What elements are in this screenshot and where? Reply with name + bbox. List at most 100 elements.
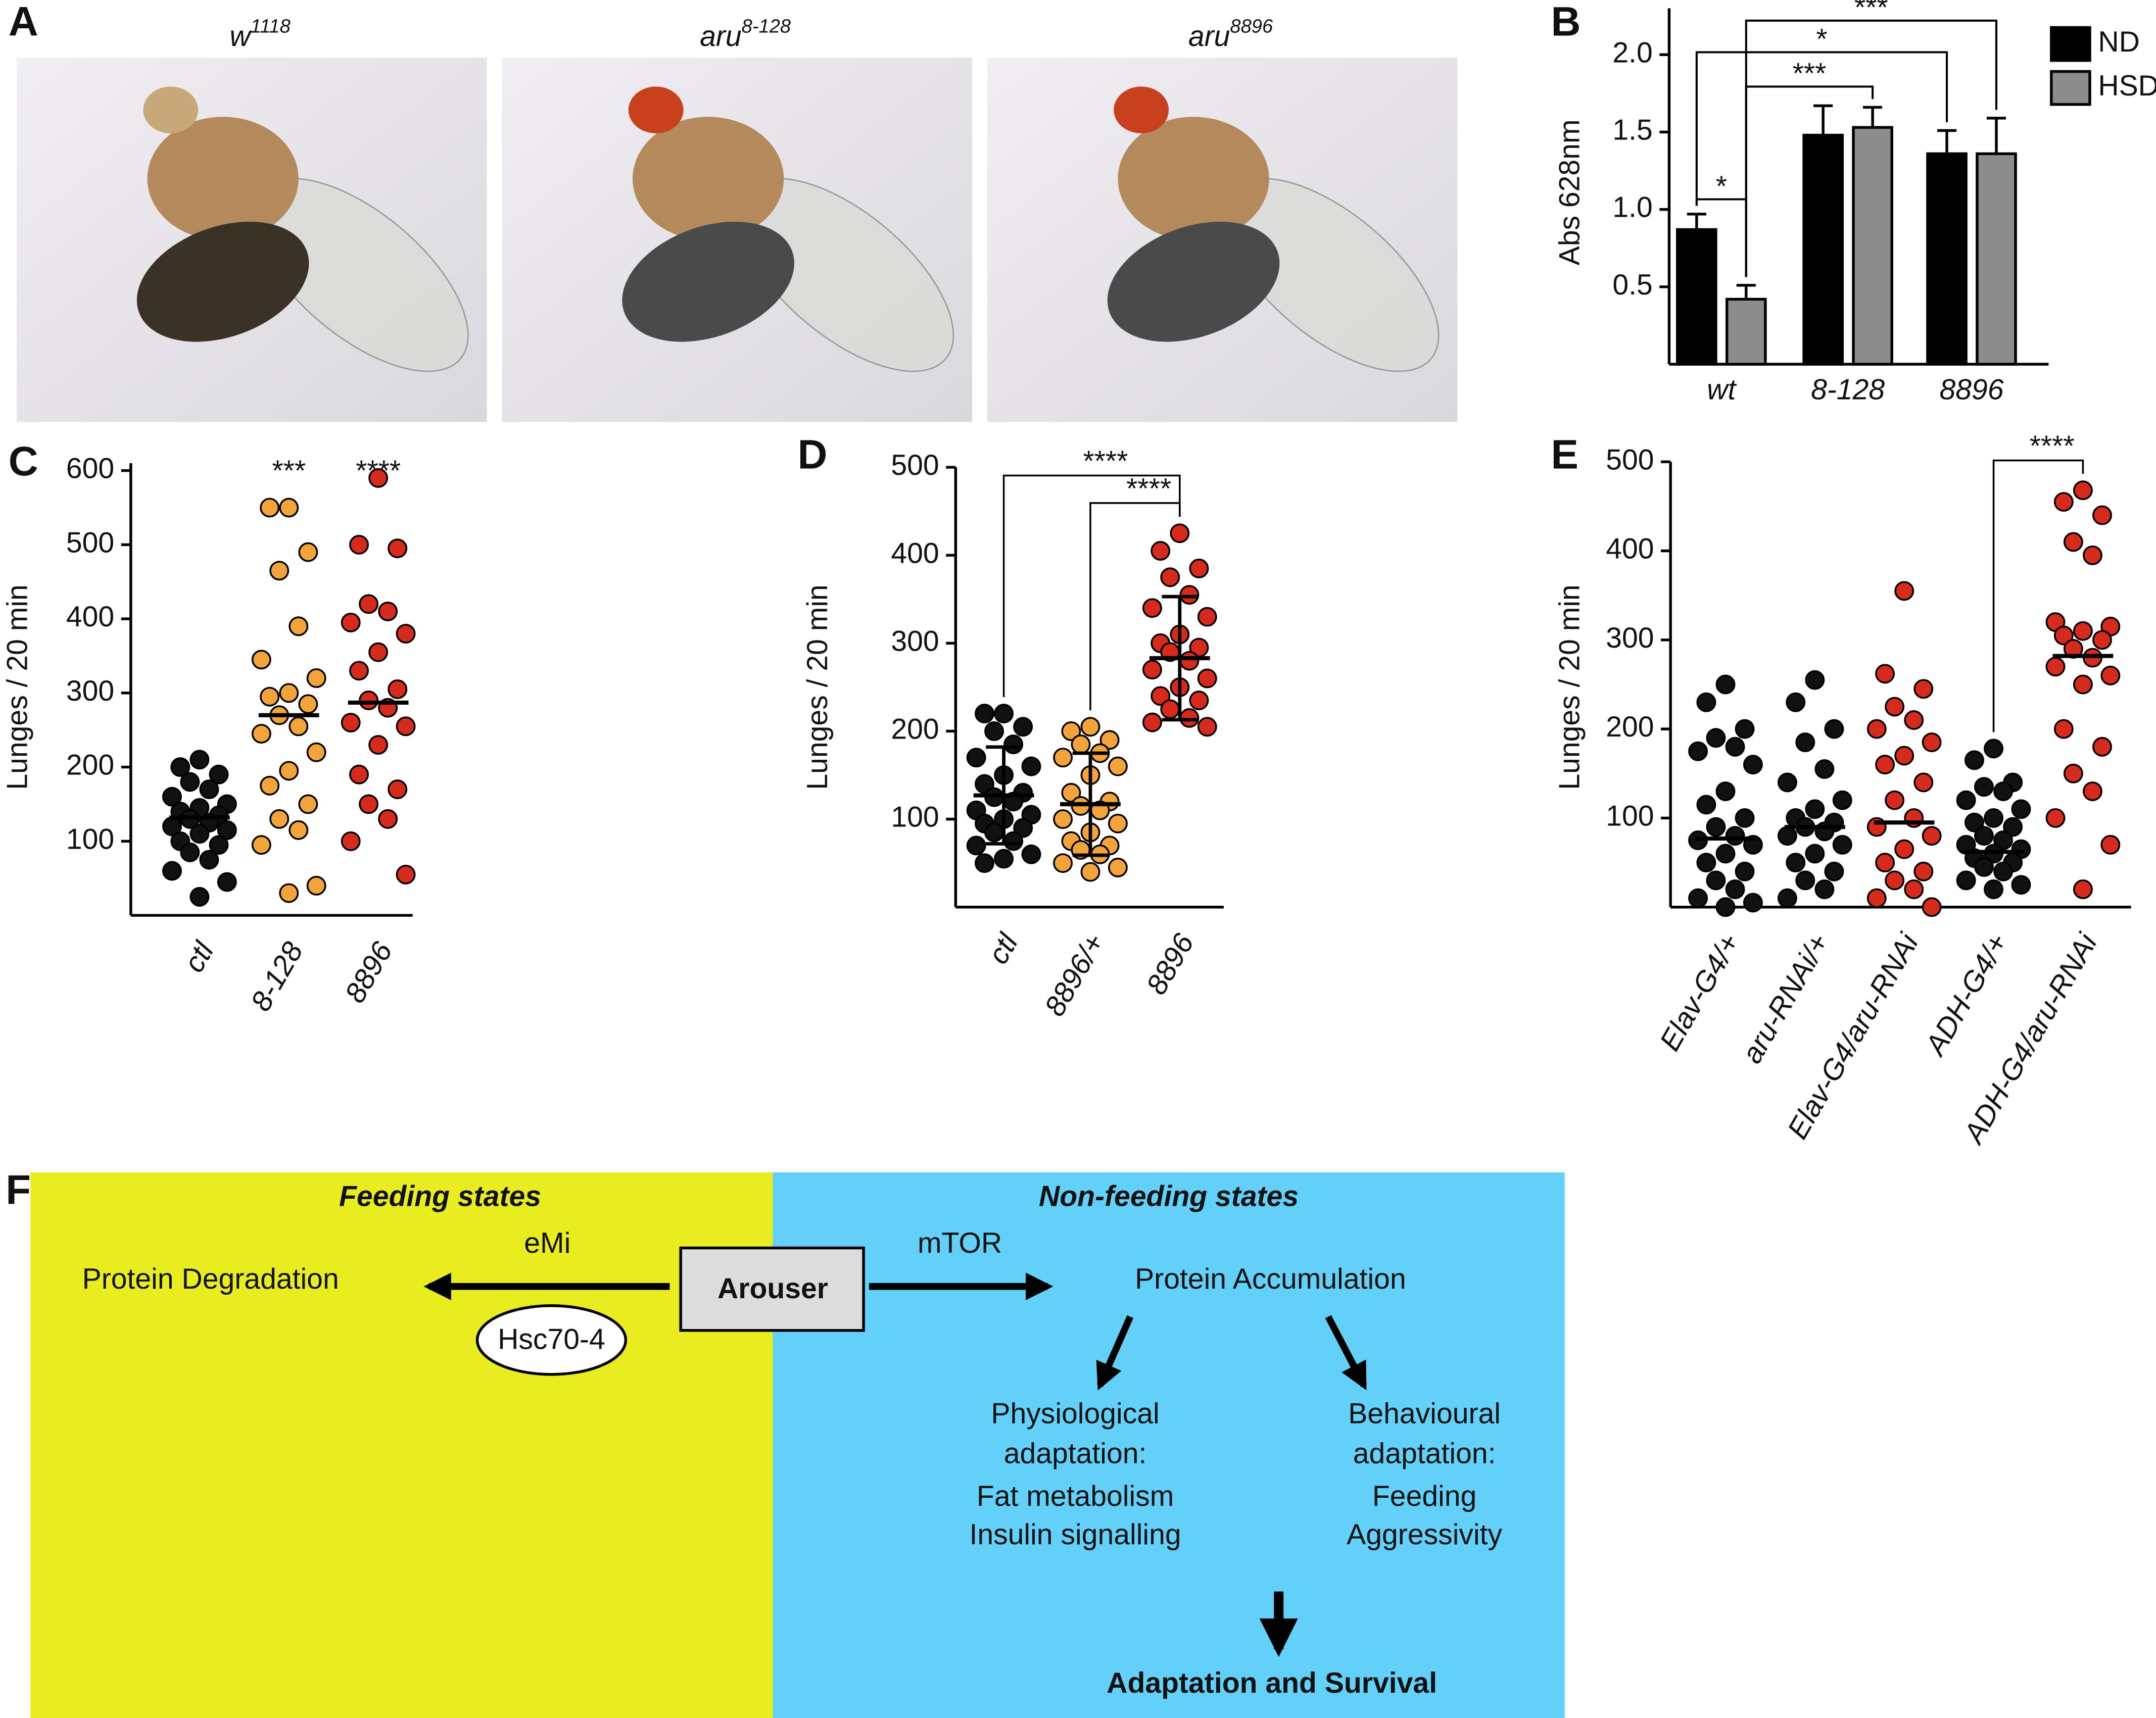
data-point <box>1725 737 1745 757</box>
error-bar <box>1937 129 1957 154</box>
y-tick-label: 200 <box>1606 711 1654 743</box>
data-point <box>349 764 369 784</box>
genotype: aru <box>700 20 742 53</box>
panel-label: F <box>6 1167 31 1213</box>
significance-label: * <box>1716 170 1727 203</box>
data-point <box>1053 853 1073 873</box>
data-point <box>1160 699 1180 719</box>
data-point <box>975 853 994 873</box>
significance-label: *** <box>272 455 306 487</box>
data-point <box>341 713 361 732</box>
data-point <box>1197 717 1217 737</box>
data-point <box>966 836 986 856</box>
x-tick-label: 8896/+ <box>1038 928 1111 1022</box>
legend-swatch <box>2050 26 2091 62</box>
significance-bracket <box>1002 474 1181 697</box>
data-point <box>1904 879 1924 899</box>
data-point <box>189 824 210 844</box>
y-tick-label: 1.5 <box>1612 114 1652 146</box>
x-tick-label: ADH-G4/+ <box>1919 928 2014 1062</box>
data-point <box>1922 732 1942 753</box>
data-point <box>1885 790 1905 810</box>
bar <box>1725 298 1767 366</box>
y-tick-label: 100 <box>66 823 114 855</box>
significance-label: **** <box>356 455 401 487</box>
x-tick-label: 8-128 <box>245 937 310 1017</box>
data-point <box>2092 505 2112 525</box>
x-tick-label: Elav-G4/+ <box>1653 928 1746 1056</box>
adaptation-title: Physiological <box>991 1398 1159 1430</box>
significance-label: **** <box>1083 445 1128 477</box>
y-tick-label: 0.5 <box>1612 269 1652 301</box>
data-point <box>2073 674 2093 695</box>
data-point <box>388 679 408 699</box>
bar <box>1976 152 2017 366</box>
significance-bracket <box>1089 502 1181 711</box>
data-point <box>209 835 229 855</box>
fly-eye <box>143 86 199 133</box>
data-point <box>1993 861 2014 881</box>
allele: 8-128 <box>742 16 791 37</box>
data-point <box>2092 737 2112 757</box>
data-point <box>1993 781 2014 801</box>
data-point <box>349 661 369 681</box>
data-point <box>251 650 271 670</box>
data-point <box>994 704 1014 724</box>
data-point <box>1984 808 2004 828</box>
data-point <box>1922 897 1942 917</box>
fly-thorax <box>1118 117 1269 241</box>
data-point <box>2053 625 2074 646</box>
panel-label: C <box>9 438 38 484</box>
data-point <box>1061 782 1081 803</box>
data-point <box>1735 719 1755 739</box>
adaptation-title: adaptation: <box>1004 1437 1147 1469</box>
panel-label: B <box>1551 0 1580 45</box>
y-tick-label: 400 <box>1606 533 1654 565</box>
fly-eye <box>1114 86 1169 133</box>
data-point <box>1735 808 1755 828</box>
data-point <box>984 721 1004 741</box>
data-point <box>1179 708 1200 728</box>
non-feeding-area <box>773 1172 1565 1718</box>
data-point <box>1160 567 1180 587</box>
allele: 8896 <box>1230 16 1273 37</box>
data-point <box>1179 585 1200 605</box>
y-axis-label: Abs 628nm <box>1553 119 1586 265</box>
legend-label: HSD <box>2098 70 2156 102</box>
section-title: Non-feeding states <box>1039 1181 1299 1213</box>
data-point <box>1993 830 2014 850</box>
data-point <box>1805 670 1825 690</box>
data-point <box>2063 763 2083 783</box>
y-tick-label: 100 <box>891 801 939 833</box>
fly-eye <box>628 86 684 133</box>
data-point <box>1715 844 1736 864</box>
data-point <box>388 779 408 800</box>
bar <box>1852 126 1893 366</box>
data-point <box>1885 870 1905 891</box>
data-point <box>1824 861 1844 881</box>
y-axis-label: Lunges / 20 min <box>801 584 834 790</box>
data-point <box>1795 732 1815 753</box>
arrow <box>1096 1315 1134 1391</box>
data-point <box>209 764 229 784</box>
y-tick-label: 500 <box>66 526 114 559</box>
data-point <box>1715 781 1736 801</box>
data-point <box>1003 734 1024 755</box>
data-point <box>1725 879 1745 899</box>
y-tick-label: 300 <box>891 625 939 657</box>
data-point <box>1053 748 1073 768</box>
data-point <box>966 748 986 768</box>
data-point <box>279 683 299 703</box>
data-point <box>1965 812 1984 832</box>
data-point <box>1777 826 1797 846</box>
data-point <box>2082 545 2102 565</box>
edge-label: eMi <box>524 1227 570 1259</box>
node: Hsc70-4 <box>498 1323 605 1356</box>
data-point <box>199 779 219 800</box>
data-point <box>1786 853 1806 873</box>
data-point <box>180 772 200 792</box>
data-point <box>1108 857 1128 877</box>
data-point <box>1743 755 1763 775</box>
data-point <box>306 742 326 762</box>
